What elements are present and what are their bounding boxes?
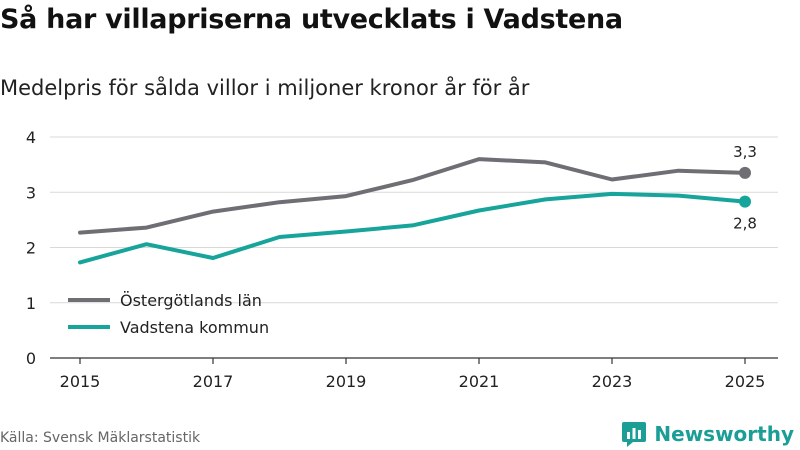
y-tick-label: 3 bbox=[26, 183, 36, 202]
y-tick-label: 2 bbox=[26, 239, 36, 258]
newsworthy-logo-icon bbox=[622, 422, 647, 447]
legend-label-county: Östergötlands län bbox=[120, 291, 262, 310]
legend: Östergötlands län Vadstena kommun bbox=[68, 291, 269, 337]
end-value-label-county: 3,3 bbox=[733, 143, 757, 161]
source-note: Källa: Svensk Mäklarstatistik bbox=[0, 430, 201, 446]
x-tick-label: 2023 bbox=[592, 372, 633, 391]
y-tick-label: 0 bbox=[26, 349, 36, 368]
series-line-municipality bbox=[78, 191, 747, 265]
end-point-municipality bbox=[739, 195, 751, 208]
brand-logo: Newsworthy bbox=[621, 419, 794, 449]
end-point-county bbox=[739, 166, 751, 179]
series-lines: 3,3 2,8 bbox=[78, 143, 757, 265]
brand-name: Newsworthy bbox=[654, 422, 794, 446]
line-chart: 0 1 2 3 4 2015 2017 2019 2021 2023 2025 3,3 2,8 Ös… bbox=[26, 128, 778, 391]
legend-label-municipality: Vadstena kommun bbox=[120, 318, 269, 337]
chart-subtitle: Medelpris för sålda villor i miljoner kr… bbox=[0, 76, 530, 100]
x-axis: 2015 2017 2019 2021 2023 2025 bbox=[50, 357, 778, 391]
x-tick-label: 2017 bbox=[193, 372, 234, 391]
y-tick-label: 1 bbox=[26, 294, 36, 313]
end-value-label-municipality: 2,8 bbox=[733, 215, 757, 233]
x-tick-label: 2021 bbox=[459, 372, 500, 391]
series-line-county bbox=[78, 157, 747, 235]
x-tick-label: 2019 bbox=[326, 372, 367, 391]
x-tick-label: 2025 bbox=[725, 372, 766, 391]
y-axis-tick-labels: 0 1 2 3 4 bbox=[26, 128, 36, 368]
x-tick-label: 2015 bbox=[60, 372, 101, 391]
gridlines bbox=[50, 136, 778, 304]
y-tick-label: 4 bbox=[26, 128, 36, 147]
chart-title: Så har villapriserna utvecklats i Vadste… bbox=[0, 4, 623, 35]
